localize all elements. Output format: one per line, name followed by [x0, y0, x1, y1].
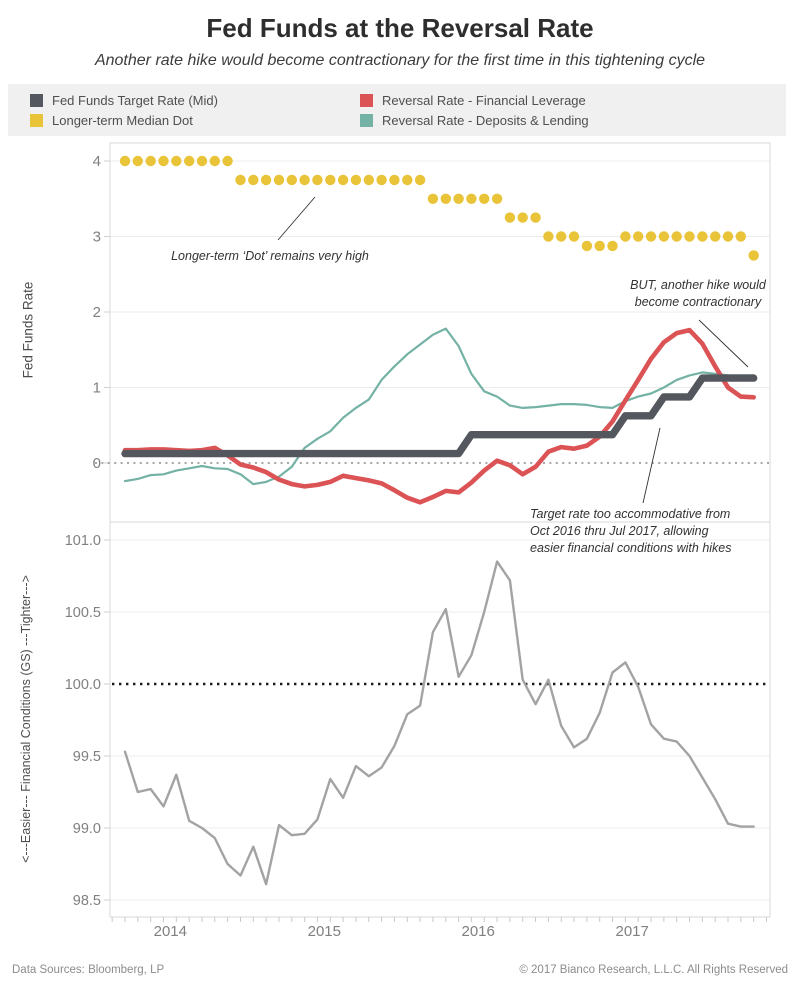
legend-swatch-teal-icon [360, 113, 373, 127]
svg-text:2: 2 [93, 304, 101, 321]
x-axis-year-labels: 2014 2015 2016 2017 [154, 923, 649, 940]
series-fed-funds-target [121, 374, 758, 458]
legend-label: Reversal Rate - Deposits & Lending [382, 112, 589, 128]
svg-text:99.5: 99.5 [73, 749, 101, 765]
gridlines [110, 160, 770, 901]
svg-text:2015: 2015 [308, 923, 341, 940]
svg-text:3: 3 [93, 229, 101, 246]
series-financial-conditions-gs [123, 560, 755, 886]
series-reversal-financial-leverage [122, 327, 757, 505]
legend-swatch-yellow-icon [30, 113, 43, 127]
legend: Fed Funds Target Rate (Mid) Reversal Rat… [8, 84, 786, 136]
svg-text:100.0: 100.0 [65, 677, 101, 693]
legend-item-fed-funds-target: Fed Funds Target Rate (Mid) [30, 93, 360, 108]
series-longer-term-median-dot [119, 155, 759, 261]
month-ticks [111, 917, 767, 922]
svg-text:99.0: 99.0 [73, 821, 101, 837]
annotation-hike-note: BUT, another hike would become contracti… [630, 278, 766, 309]
svg-text:101.0: 101.0 [65, 533, 101, 549]
legend-swatch-dark-icon [30, 93, 43, 107]
page-title: Fed Funds at the Reversal Rate [206, 13, 594, 43]
svg-text:2016: 2016 [462, 923, 495, 940]
legend-label: Fed Funds Target Rate (Mid) [52, 92, 218, 108]
legend-swatch-red-icon [360, 93, 373, 107]
annotation-target-note: Target rate too accommodative from Oct 2… [530, 507, 732, 555]
top-y-axis-label: Fed Funds Rate [20, 281, 36, 379]
page-subtitle: Another rate hike would become contracti… [94, 52, 706, 69]
annotation-connector-line [277, 196, 316, 241]
bottom-y-axis-label: <---Easier--- Financial Conditions (GS) … [19, 575, 33, 863]
svg-text:1: 1 [93, 380, 101, 397]
legend-item-longer-term-median-dot: Longer-term Median Dot [30, 113, 360, 128]
data-sources-note: Data Sources: Bloomberg, LP [12, 964, 165, 976]
annotation-dot-note: Longer-term ‘Dot’ remains very high [171, 249, 369, 263]
legend-item-reversal-financial-leverage: Reversal Rate - Financial Leverage [360, 93, 786, 108]
legend-label: Longer-term Median Dot [52, 112, 193, 128]
svg-text:4: 4 [93, 153, 101, 170]
svg-text:2017: 2017 [616, 923, 649, 940]
annotation-connector-line [698, 319, 749, 368]
legend-item-reversal-deposits-lending: Reversal Rate - Deposits & Lending [360, 113, 786, 128]
legend-label: Reversal Rate - Financial Leverage [382, 92, 586, 108]
series-reversal-deposits-lending [123, 327, 755, 486]
chart-canvas: 43210101.0100.5100.099.599.098.520142015… [65, 142, 771, 940]
svg-text:2014: 2014 [154, 923, 187, 940]
copyright-note: © 2017 Bianco Research, L.L.C. All Right… [519, 964, 788, 976]
annotation-connector-line [642, 427, 661, 504]
svg-text:98.5: 98.5 [73, 893, 101, 909]
svg-text:100.5: 100.5 [65, 605, 101, 621]
